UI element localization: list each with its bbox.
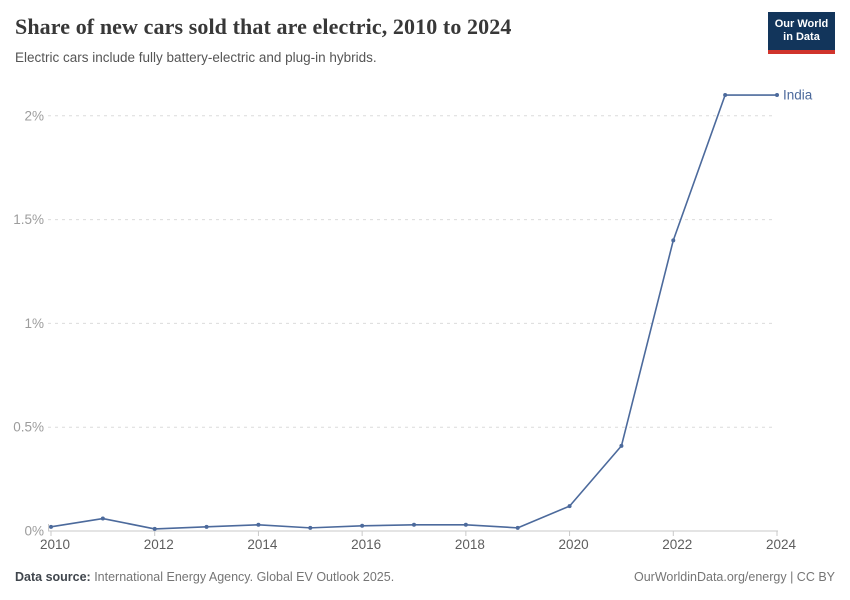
data-points-india <box>49 93 779 531</box>
x-tick-label: 2024 <box>766 537 797 552</box>
owid-logo[interactable]: Our World in Data <box>768 12 835 54</box>
y-tick-label: 0% <box>24 524 44 539</box>
y-gridlines <box>48 115 776 428</box>
data-point <box>671 238 676 243</box>
y-tick-label: 2% <box>24 108 44 123</box>
credit-link[interactable]: OurWorldinData.org/energy | CC BY <box>633 570 835 584</box>
data-source: Data source: International Energy Agency… <box>15 570 394 584</box>
data-point <box>49 524 53 529</box>
data-point <box>619 443 624 448</box>
data-point <box>463 522 468 527</box>
x-tick-label: 2018 <box>455 537 485 552</box>
y-tick-label: 0.5% <box>13 420 44 435</box>
y-tick-label: 1% <box>24 316 44 331</box>
x-tick-label: 2014 <box>247 537 278 552</box>
data-point <box>204 524 209 529</box>
data-source-text: International Energy Agency. Global EV O… <box>90 570 395 584</box>
data-point <box>775 93 779 98</box>
data-point <box>723 93 728 98</box>
data-point <box>515 525 520 530</box>
page-title: Share of new cars sold that are electric… <box>15 14 512 39</box>
series-label-india: India <box>783 88 813 103</box>
y-axis-labels: 0% 0.5% 1% 1.5% 2% <box>13 108 44 538</box>
x-axis <box>48 524 778 536</box>
chart-subtitle: Electric cars include fully battery-elec… <box>15 50 377 65</box>
data-point <box>308 525 313 530</box>
x-tick-label: 2022 <box>662 537 692 552</box>
x-tick-label: 2012 <box>144 537 174 552</box>
y-tick-label: 1.5% <box>13 212 44 227</box>
x-tick-label: 2020 <box>559 537 589 552</box>
data-point <box>360 523 365 528</box>
data-point <box>256 522 261 527</box>
data-line-india <box>50 94 778 530</box>
data-point <box>567 504 572 509</box>
data-point <box>100 516 105 521</box>
data-point <box>412 522 416 527</box>
owid-logo-line1: Our World <box>774 18 829 30</box>
data-point <box>152 526 157 531</box>
data-source-label: Data source: <box>15 570 91 584</box>
x-axis-labels: 2010 2012 2014 2016 2018 2020 2022 2024 <box>40 537 797 552</box>
owid-logo-line2: in Data <box>783 31 820 43</box>
x-tick-label: 2016 <box>351 537 381 552</box>
x-tick-label: 2010 <box>40 537 70 552</box>
